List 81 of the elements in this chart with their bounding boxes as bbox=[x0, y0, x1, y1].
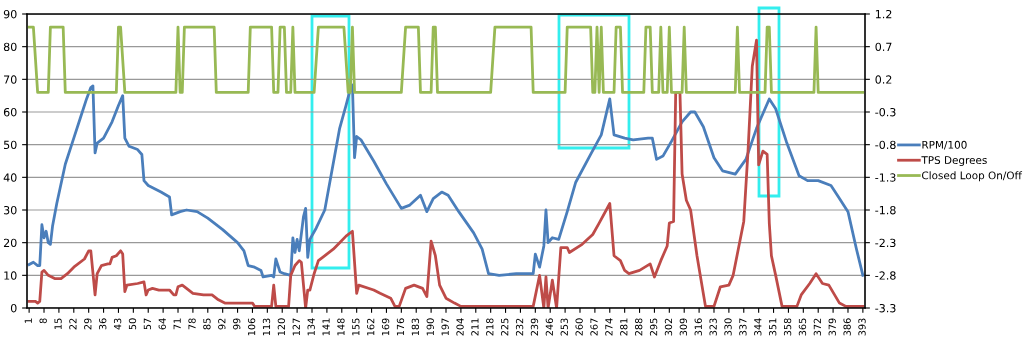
x-tick-label: 351 bbox=[769, 318, 777, 336]
x-tick-label: 323 bbox=[709, 318, 717, 336]
x-tick-label: 239 bbox=[530, 318, 539, 336]
y-tick-label: 60 bbox=[3, 107, 17, 117]
x-tick-label: 344 bbox=[754, 318, 762, 336]
x-tick-label: 218 bbox=[486, 318, 494, 336]
x-tick-label: 155 bbox=[352, 318, 360, 336]
x-tick-label: 134 bbox=[307, 318, 315, 336]
x-tick-label: 316 bbox=[694, 318, 702, 336]
y-tick-label: 10 bbox=[4, 271, 17, 280]
x-tick-label: 85 bbox=[203, 318, 211, 330]
legend-label: RPM/100 bbox=[922, 140, 967, 150]
x-tick-label: 176 bbox=[396, 318, 405, 336]
legend-label: TPS Degrees bbox=[921, 156, 987, 167]
y-tick-label: 90 bbox=[3, 9, 17, 19]
x-tick-label: 141 bbox=[322, 318, 330, 336]
x-tick-label: 106 bbox=[247, 318, 256, 336]
x-tick-label: 379 bbox=[828, 318, 836, 336]
x-tick-label: 365 bbox=[798, 318, 807, 336]
y2-tick-label: -2.8 bbox=[875, 271, 896, 280]
y2-tick-label: 0.2 bbox=[875, 75, 892, 84]
x-tick-label: 274 bbox=[605, 318, 613, 336]
x-tick-label: 281 bbox=[620, 318, 628, 336]
y2-tick-label: -1.8 bbox=[875, 205, 896, 215]
x-tick-label: 22 bbox=[69, 318, 77, 330]
y-tick-label: 70 bbox=[4, 75, 17, 84]
x-tick-label: 190 bbox=[426, 318, 434, 336]
x-tick-label: 78 bbox=[188, 318, 196, 330]
x-tick-label: 204 bbox=[456, 318, 464, 336]
x-tick-label: 127 bbox=[292, 318, 300, 336]
y2-tick-label: -1.3 bbox=[875, 173, 896, 182]
x-tick-label: 197 bbox=[441, 318, 449, 336]
x-tick-label: 372 bbox=[813, 318, 822, 336]
y2-tick-label: -0.3 bbox=[875, 107, 896, 117]
x-tick-label: 43 bbox=[113, 318, 122, 330]
y2-tick-label: 0.7 bbox=[875, 42, 892, 52]
y-tick-label: 30 bbox=[3, 205, 17, 215]
x-tick-label: 36 bbox=[99, 318, 107, 330]
x-tick-label: 232 bbox=[515, 318, 524, 336]
x-tick-label: 148 bbox=[337, 318, 345, 336]
x-tick-label: 330 bbox=[724, 318, 732, 336]
x-tick-label: 267 bbox=[590, 318, 598, 336]
x-tick-label: 71 bbox=[173, 318, 181, 330]
y-tick-label: 40 bbox=[3, 173, 17, 182]
x-tick-label: 120 bbox=[277, 318, 286, 336]
x-tick-label: 29 bbox=[84, 318, 92, 330]
x-tick-label: 183 bbox=[411, 318, 420, 336]
y-tick-label: 50 bbox=[4, 140, 17, 150]
x-tick-label: 15 bbox=[54, 318, 62, 330]
legend-label: Closed Loop On/Off bbox=[922, 171, 1023, 182]
y2-tick-label: -3.3 bbox=[875, 303, 896, 313]
x-tick-label: 309 bbox=[679, 318, 688, 336]
x-tick-label: 302 bbox=[664, 318, 673, 336]
x-tick-label: 260 bbox=[575, 318, 583, 336]
x-tick-label: 162 bbox=[367, 318, 375, 336]
y2-tick-label: 1.2 bbox=[875, 9, 892, 19]
x-tick-label: 50 bbox=[128, 318, 137, 330]
y-tick-label: 20 bbox=[3, 238, 17, 248]
x-tick-label: 211 bbox=[471, 318, 479, 336]
line-series bbox=[27, 83, 865, 279]
x-tick-label: 225 bbox=[501, 318, 509, 336]
y2-tick-label: -2.3 bbox=[875, 238, 896, 248]
y2-tick-label: -0.8 bbox=[875, 140, 896, 150]
x-tick-label: 57 bbox=[143, 318, 152, 330]
x-tick-label: 386 bbox=[843, 318, 851, 336]
x-tick-label: 1 bbox=[24, 318, 32, 323]
x-tick-label: 246 bbox=[545, 318, 554, 336]
x-tick-label: 169 bbox=[381, 318, 390, 336]
x-tick-label: 253 bbox=[560, 318, 568, 336]
x-tick-label: 99 bbox=[233, 318, 241, 330]
x-tick-label: 92 bbox=[218, 318, 226, 330]
x-tick-label: 295 bbox=[649, 318, 658, 336]
x-tick-label: 358 bbox=[783, 318, 792, 336]
x-tick-label: 8 bbox=[39, 318, 47, 324]
x-tick-label: 337 bbox=[739, 318, 747, 336]
x-tick-label: 393 bbox=[858, 318, 866, 336]
x-tick-label: 113 bbox=[262, 318, 271, 336]
x-tick-label: 64 bbox=[158, 318, 166, 330]
y-tick-label: 80 bbox=[3, 42, 17, 52]
y-tick-label: 0 bbox=[10, 303, 17, 313]
x-tick-label: 288 bbox=[635, 318, 643, 336]
